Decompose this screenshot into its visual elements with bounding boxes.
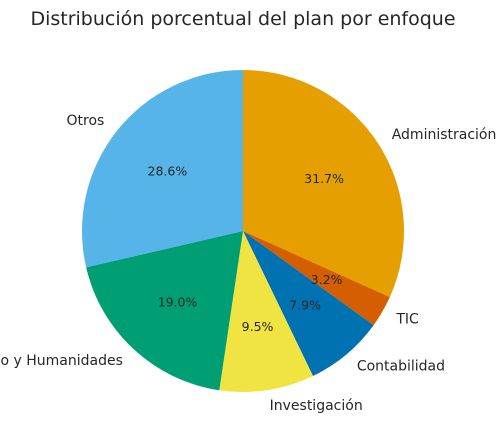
pie-slices — [82, 70, 405, 392]
slice-derecho-y-humanidades — [86, 231, 243, 391]
category-label-otros: Otros — [67, 113, 105, 129]
category-label-derecho-y-humanidades: Derecho y Humanidades — [0, 353, 123, 369]
pct-label-tic: 3.2% — [311, 272, 343, 287]
percentage-labels: 31.7% 3.2% 7.9% 9.5% 19.0% 28.6% — [148, 163, 345, 334]
chart-title: Distribución porcentual del plan por enf… — [30, 8, 455, 30]
pct-label-administracion: 31.7% — [304, 171, 344, 186]
slice-tic — [243, 231, 390, 326]
slice-investigacion — [219, 231, 313, 392]
category-label-contabilidad: Contabilidad — [357, 359, 445, 375]
pct-label-investigacion: 9.5% — [242, 319, 274, 334]
pct-label-otros: 28.6% — [148, 163, 188, 178]
category-labels: Administración TIC Contabilidad Investigaci… — [0, 113, 496, 414]
category-label-administracion: Administración — [392, 127, 497, 143]
slice-administracion — [243, 70, 405, 298]
category-label-investigacion: Investigación — [270, 398, 363, 414]
category-label-tic: TIC — [395, 312, 419, 328]
slice-contabilidad — [243, 231, 374, 376]
pct-label-derecho-y-humanidades: 19.0% — [158, 294, 198, 309]
slice-otros — [82, 70, 243, 268]
pct-label-contabilidad: 7.9% — [289, 298, 321, 313]
